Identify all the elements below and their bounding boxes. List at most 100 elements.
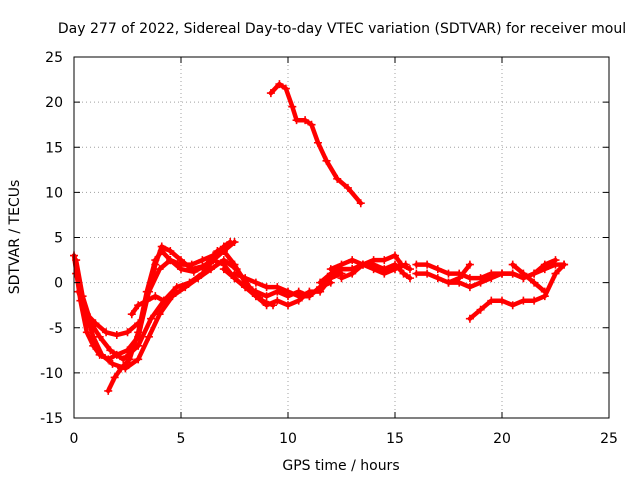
x-tick-label: 5 [177, 431, 186, 447]
data-point [251, 278, 260, 287]
data-point [498, 296, 506, 305]
data-point [551, 256, 560, 265]
data-point [209, 256, 218, 265]
data-point [117, 364, 126, 373]
data-point [284, 287, 292, 296]
y-tick-label: -5 [49, 321, 63, 337]
data-point [487, 296, 496, 305]
data-point [380, 256, 389, 265]
data-point [206, 265, 215, 274]
data-series [337, 260, 410, 283]
data-point [281, 84, 290, 93]
data-series [144, 238, 239, 296]
data-point [476, 278, 485, 287]
y-tick-label: 20 [45, 95, 63, 111]
x-tick-label: 0 [70, 431, 79, 447]
data-point [147, 314, 156, 323]
data-point [189, 267, 198, 276]
data-point [551, 269, 560, 278]
data-point [369, 256, 378, 265]
y-axis-label: SDTVAR / TECUs [7, 180, 23, 295]
data-point [262, 301, 271, 310]
data-series [465, 260, 569, 323]
data-point [219, 265, 228, 274]
data-series [104, 242, 230, 395]
data-point [157, 247, 166, 256]
data-point [294, 292, 303, 301]
data-point [405, 265, 414, 274]
data-point [177, 260, 185, 269]
data-point [530, 269, 539, 278]
series-line [467, 262, 567, 321]
data-point [333, 174, 342, 183]
data-point [194, 274, 203, 283]
data-point [155, 310, 164, 319]
data-point [476, 305, 485, 314]
data-point [348, 269, 357, 278]
data-point [151, 256, 160, 265]
data-point [348, 256, 357, 265]
data-point [251, 292, 260, 301]
data-point [159, 296, 168, 305]
data-point [262, 292, 271, 301]
data-point [444, 269, 453, 278]
data-point [97, 350, 106, 359]
data-point [560, 260, 569, 269]
data-point [343, 183, 352, 192]
data-point [219, 247, 228, 256]
grid-lines [74, 57, 609, 418]
data-point [455, 274, 464, 283]
data-point [465, 314, 474, 323]
data-point [144, 287, 153, 296]
data-point [74, 287, 83, 296]
data-point [110, 373, 119, 382]
data-point [530, 296, 539, 305]
data-point [166, 256, 175, 265]
y-tick-label: 10 [45, 185, 63, 201]
data-point [412, 260, 421, 269]
data-point [155, 265, 164, 274]
series-line [105, 244, 229, 394]
data-point [166, 247, 175, 256]
data-point [112, 330, 121, 339]
data-point [123, 328, 132, 337]
data-point [316, 278, 325, 287]
data-series [508, 260, 549, 296]
y-tick-label: -10 [40, 366, 63, 382]
data-point [326, 265, 335, 274]
data-point [356, 199, 365, 208]
data-point [134, 301, 143, 310]
data-point [433, 274, 442, 283]
data-point [127, 310, 136, 319]
data-point [134, 328, 143, 337]
data-point [106, 346, 115, 355]
data-point [172, 283, 181, 292]
data-point [487, 274, 496, 283]
data-point [301, 116, 310, 125]
data-point [313, 138, 322, 147]
data-point [198, 256, 207, 265]
data-series [230, 265, 357, 301]
y-tick-label: 0 [54, 276, 63, 292]
axis-ticks: 0 5 10 15 20 25 -15 -10 -5 0 5 10 15 20 25 [40, 50, 618, 447]
x-tick-label: 10 [279, 431, 297, 447]
data-point [72, 269, 81, 278]
data-series [74, 287, 143, 339]
data-point [102, 328, 111, 337]
data-point [391, 265, 399, 274]
data-point [530, 278, 539, 287]
data-point [433, 265, 442, 274]
data-point [292, 116, 301, 125]
data-point [307, 120, 316, 129]
data-point [391, 251, 399, 260]
data-point [108, 359, 117, 368]
data-point [337, 274, 346, 283]
y-tick-label: 5 [54, 231, 63, 247]
chart-title: Day 277 of 2022, Sidereal Day-to-day VTE… [58, 21, 626, 37]
y-tick-label: 15 [45, 140, 63, 156]
data-series [72, 256, 278, 373]
data-point [232, 265, 241, 274]
data-point [423, 260, 432, 269]
